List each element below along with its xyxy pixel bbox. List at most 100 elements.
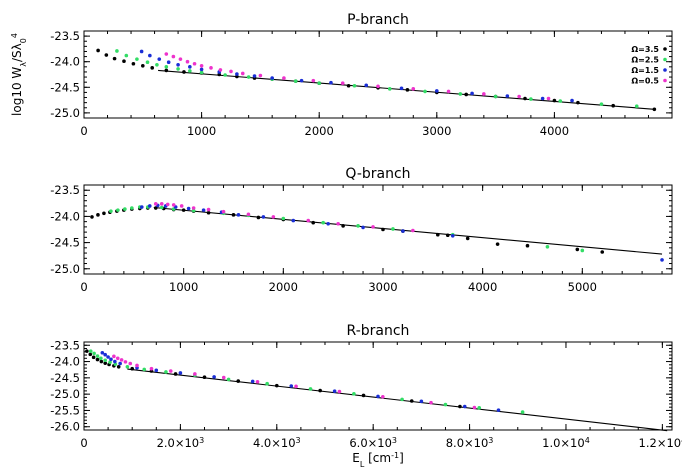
data-point [376, 394, 380, 399]
data-point [186, 206, 191, 211]
data-point [505, 94, 510, 98]
label-part: /Sλ [10, 43, 24, 62]
series-1 [115, 49, 639, 109]
data-point [332, 389, 337, 394]
data-point [429, 400, 433, 405]
data-point [128, 361, 133, 366]
data-point [100, 350, 105, 355]
data-point [255, 379, 260, 384]
data-point [401, 229, 405, 233]
data-point [221, 209, 226, 214]
data-point [178, 57, 183, 61]
data-point [103, 361, 108, 365]
data-point [462, 404, 467, 409]
legend-marker [663, 68, 667, 72]
legend-label: Ω=1.5 [631, 66, 659, 75]
data-point [465, 236, 470, 241]
data-point [336, 221, 340, 226]
data-point [145, 60, 150, 65]
data-point [178, 371, 183, 375]
data-point [116, 208, 120, 212]
panel-title: Q-branch [345, 166, 410, 182]
data-point [570, 98, 574, 103]
series-2 [140, 203, 664, 262]
y-tick-label: -25.5 [50, 403, 80, 417]
data-point [435, 232, 440, 237]
data-point [199, 67, 204, 72]
plot-frame [83, 184, 673, 275]
label-part: L [360, 460, 365, 469]
data-point [164, 370, 168, 374]
data-point [340, 81, 345, 85]
legend-label: Ω=2.5 [631, 56, 659, 65]
data-point [191, 208, 196, 213]
data-point [236, 379, 241, 383]
data-point [246, 212, 251, 217]
fit-line [127, 368, 668, 432]
data-point [90, 215, 94, 219]
data-point [361, 393, 366, 398]
legend: Ω=3.5 Ω=2.5Ω=1.5 Ω=0.5 [631, 45, 667, 86]
data-point [221, 375, 226, 380]
data-point [381, 394, 385, 399]
data-point [223, 73, 227, 77]
data-point [495, 242, 500, 246]
data-point [181, 208, 186, 212]
x-axis-label: EL [cm-1] [352, 451, 404, 469]
data-point [157, 57, 162, 61]
y-tick-label: -26.0 [50, 420, 80, 434]
data-point [261, 215, 266, 219]
data-point [140, 205, 144, 209]
data-point [199, 64, 204, 68]
data-point [575, 247, 580, 252]
data-point [103, 358, 108, 363]
data-point [580, 248, 585, 253]
data-point [95, 354, 100, 358]
data-point [130, 206, 134, 210]
data-point [545, 244, 550, 249]
data-point [166, 60, 171, 65]
data-point [361, 225, 365, 230]
label-part: 1.0×10 [542, 436, 585, 450]
series-3 [112, 354, 477, 410]
data-point [611, 103, 615, 108]
data-point [130, 366, 134, 371]
data-point [256, 215, 261, 220]
data-point [529, 97, 533, 101]
panel-title: P-branch [347, 12, 409, 28]
panel-title: R-branch [347, 323, 410, 339]
data-point [352, 83, 357, 88]
y-tick-label: -24.5 [50, 236, 80, 250]
y-tick-label: -23.5 [50, 338, 80, 352]
data-point [517, 94, 521, 99]
data-point [552, 98, 557, 103]
data-point [171, 54, 176, 59]
series-0 [90, 206, 605, 254]
panel-q-branch: Q-branch 0 1000 2000 3000 4000 5000 -23.5 -24.0 -… [50, 166, 673, 294]
data-point [289, 384, 294, 388]
legend-label: Ω=3.5 [631, 45, 659, 54]
y-tick-label: -23.5 [50, 183, 80, 197]
data-point [153, 202, 158, 206]
data-point [229, 69, 233, 74]
data-point [164, 68, 169, 73]
data-point [192, 61, 197, 66]
data-point [496, 408, 501, 412]
data-point [311, 220, 316, 225]
data-point [399, 86, 404, 91]
data-point [124, 53, 129, 58]
data-point [182, 70, 186, 74]
data-point [356, 224, 360, 228]
data-point [464, 92, 469, 97]
data-point [176, 62, 180, 67]
data-point [226, 377, 231, 382]
data-point [165, 202, 170, 207]
fit-line [153, 206, 663, 255]
label-part: -1 [391, 451, 399, 460]
data-point [209, 66, 213, 70]
label-part: 3 [296, 436, 301, 445]
data-point [99, 356, 103, 361]
series-1 [88, 349, 525, 414]
